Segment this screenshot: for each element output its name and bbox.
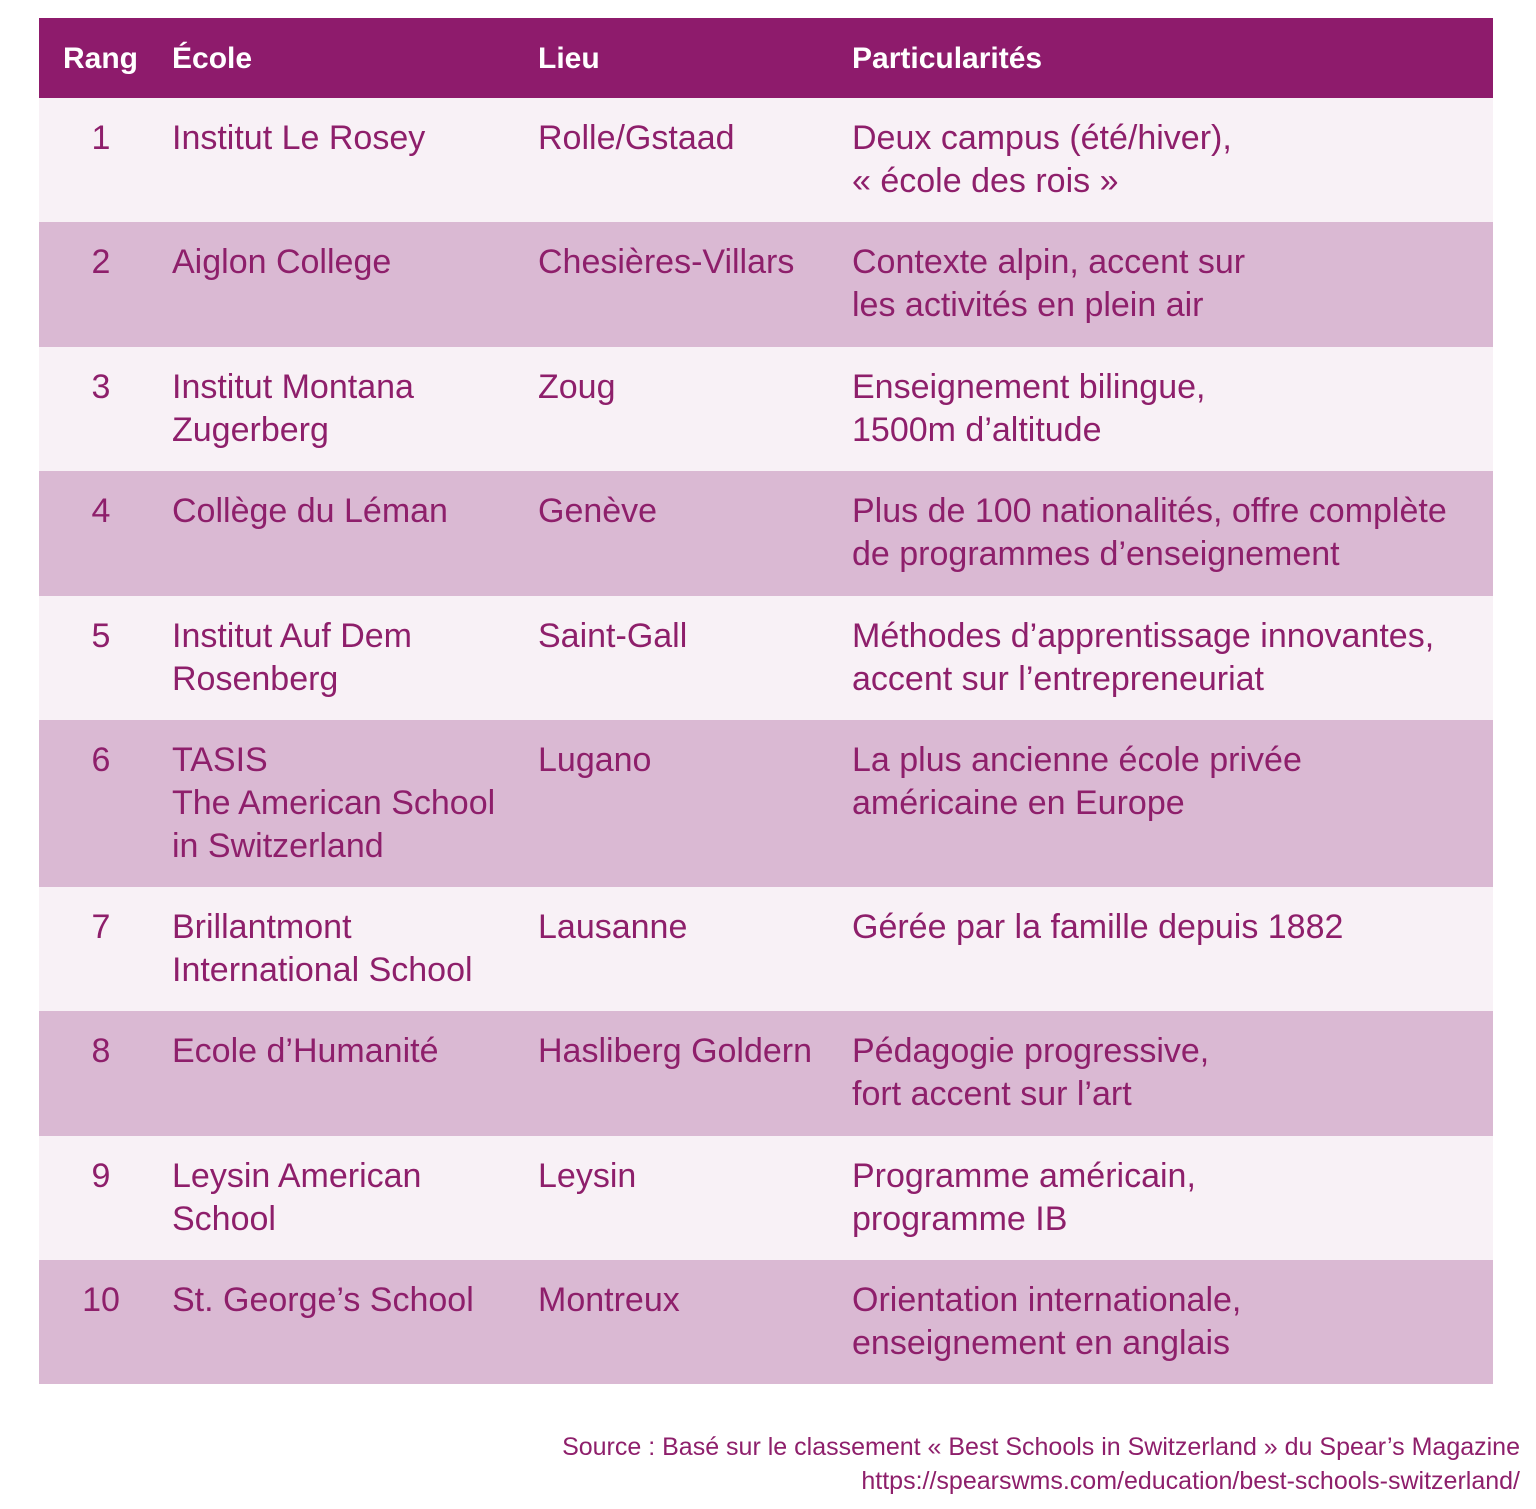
rank-cell: 7	[91, 908, 111, 946]
rank-cell: 1	[91, 119, 111, 157]
table-header: Rang École Lieu Particularités	[39, 18, 1493, 98]
notes-cell: Contexte alpin, accent sur les activités…	[852, 243, 1246, 324]
table-row: 6 TASIS The American School in Switzerla…	[39, 720, 1493, 887]
notes-cell: Gérée par la famille depuis 1882	[852, 908, 1344, 946]
school-cell: Leysin American School	[172, 1157, 422, 1238]
school-cell: Aiglon College	[172, 243, 392, 281]
ranking-table: Rang École Lieu Particularités 1 Institu…	[39, 18, 1493, 1384]
source-text: Source : Basé sur le classement « Best S…	[562, 1433, 1520, 1461]
school-cell: TASIS The American School in Switzerland	[172, 741, 496, 865]
table-row: 1 Institut Le Rosey Rolle/Gstaad Deux ca…	[39, 98, 1493, 222]
place-cell: Zoug	[538, 368, 616, 406]
table-row: 2 Aiglon College Chesières-Villars Conte…	[39, 222, 1493, 347]
place-cell: Rolle/Gstaad	[538, 119, 735, 157]
rank-cell: 3	[91, 368, 111, 406]
notes-cell: Programme américain, programme IB	[852, 1157, 1196, 1238]
school-cell: Brillantmont International School	[172, 908, 473, 989]
header-notes: Particularités	[852, 42, 1043, 75]
school-cell: St. George’s School	[172, 1281, 474, 1319]
place-cell: Lugano	[538, 741, 652, 779]
school-cell: Institut Le Rosey	[172, 119, 426, 157]
school-cell: Institut Auf Dem Rosenberg	[172, 617, 412, 698]
rank-cell: 9	[91, 1157, 111, 1195]
header-school: École	[172, 42, 253, 75]
rank-cell: 4	[91, 492, 111, 530]
table-row: 5 Institut Auf Dem Rosenberg Saint-Gall …	[39, 596, 1493, 720]
notes-cell: La plus ancienne école privée américaine…	[852, 741, 1302, 822]
header-rank: Rang	[63, 42, 138, 75]
rank-cell: 10	[82, 1281, 120, 1319]
place-cell: Leysin	[538, 1157, 637, 1195]
rank-cell: 6	[91, 741, 111, 779]
source-note: Source : Basé sur le classement « Best S…	[562, 1430, 1520, 1498]
place-cell: Hasliberg Goldern	[538, 1032, 813, 1070]
table-row: 9 Leysin American School Leysin Programm…	[39, 1136, 1493, 1260]
table-row: 8 Ecole d’Humanité Hasliberg Goldern Péd…	[39, 1011, 1493, 1136]
table-row: 10 St. George’s School Montreux Orientat…	[39, 1260, 1493, 1384]
table-row: 7 Brillantmont International School Laus…	[39, 887, 1493, 1011]
notes-cell: Plus de 100 nationalités, offre complète…	[852, 492, 1447, 573]
school-cell: Ecole d’Humanité	[172, 1032, 439, 1070]
table-row: 3 Institut Montana Zugerberg Zoug Enseig…	[39, 347, 1493, 471]
rank-cell: 2	[91, 243, 111, 281]
rank-cell: 8	[91, 1032, 111, 1070]
source-url: https://spearswms.com/education/best-sch…	[861, 1467, 1520, 1495]
school-cell: Collège du Léman	[172, 492, 448, 530]
notes-cell: Deux campus (été/hiver), « école des roi…	[852, 119, 1232, 200]
school-cell: Institut Montana Zugerberg	[172, 368, 414, 449]
header-place: Lieu	[538, 42, 600, 75]
notes-cell: Enseignement bilingue, 1500m d’altitude	[852, 368, 1206, 449]
place-cell: Montreux	[538, 1281, 680, 1319]
rank-cell: 5	[91, 617, 111, 655]
notes-cell: Méthodes d’apprentissage innovantes, acc…	[852, 617, 1435, 698]
place-cell: Chesières-Villars	[538, 243, 795, 281]
place-cell: Saint-Gall	[538, 617, 688, 655]
notes-cell: Pédagogie progressive, fort accent sur l…	[852, 1032, 1210, 1113]
notes-cell: Orientation internationale, enseignement…	[852, 1281, 1242, 1362]
place-cell: Lausanne	[538, 908, 688, 946]
table-row: 4 Collège du Léman Genève Plus de 100 na…	[39, 471, 1493, 596]
place-cell: Genève	[538, 492, 658, 530]
